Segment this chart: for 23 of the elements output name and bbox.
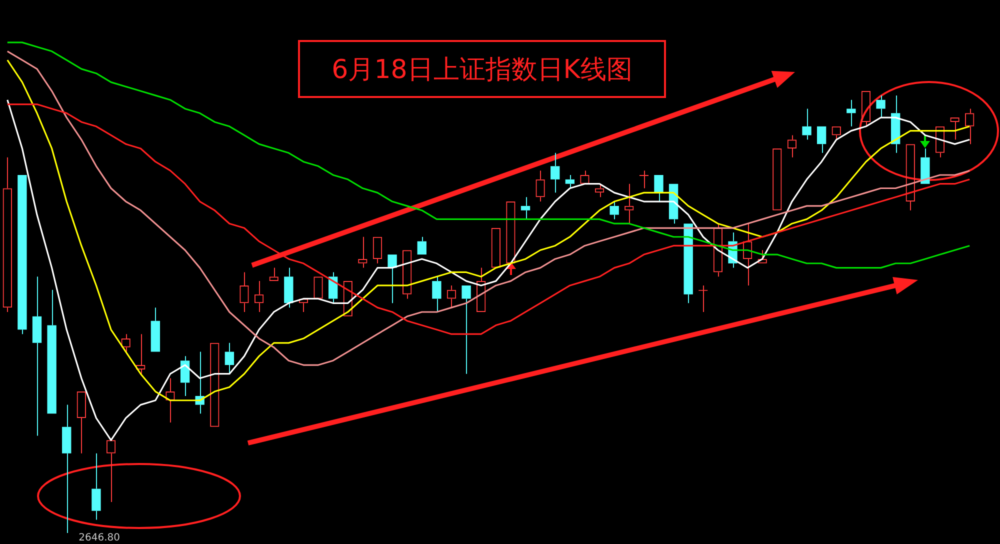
chart-title: 6月18日上证指数日K线图 xyxy=(298,40,666,98)
candlestick xyxy=(92,452,101,520)
candlestick xyxy=(47,289,56,414)
candlestick xyxy=(550,152,560,194)
candlestick xyxy=(150,307,160,352)
candlestick xyxy=(639,170,649,189)
candlestick xyxy=(224,342,234,374)
candlestick xyxy=(684,224,693,304)
candlestick xyxy=(432,276,442,312)
candlestick xyxy=(462,285,471,374)
candlestick xyxy=(846,99,856,127)
candlestick xyxy=(62,404,72,534)
candlestick xyxy=(32,276,42,436)
annotation: 2646.80 xyxy=(78,532,120,544)
candlestick xyxy=(284,267,294,308)
candlestick xyxy=(417,236,426,255)
candlestick xyxy=(876,94,886,118)
candlestick xyxy=(520,196,530,220)
candlestick xyxy=(388,254,397,304)
candlestick xyxy=(816,126,826,154)
candlestick xyxy=(18,175,27,335)
candlestick xyxy=(802,108,812,140)
candlestick xyxy=(920,148,930,184)
